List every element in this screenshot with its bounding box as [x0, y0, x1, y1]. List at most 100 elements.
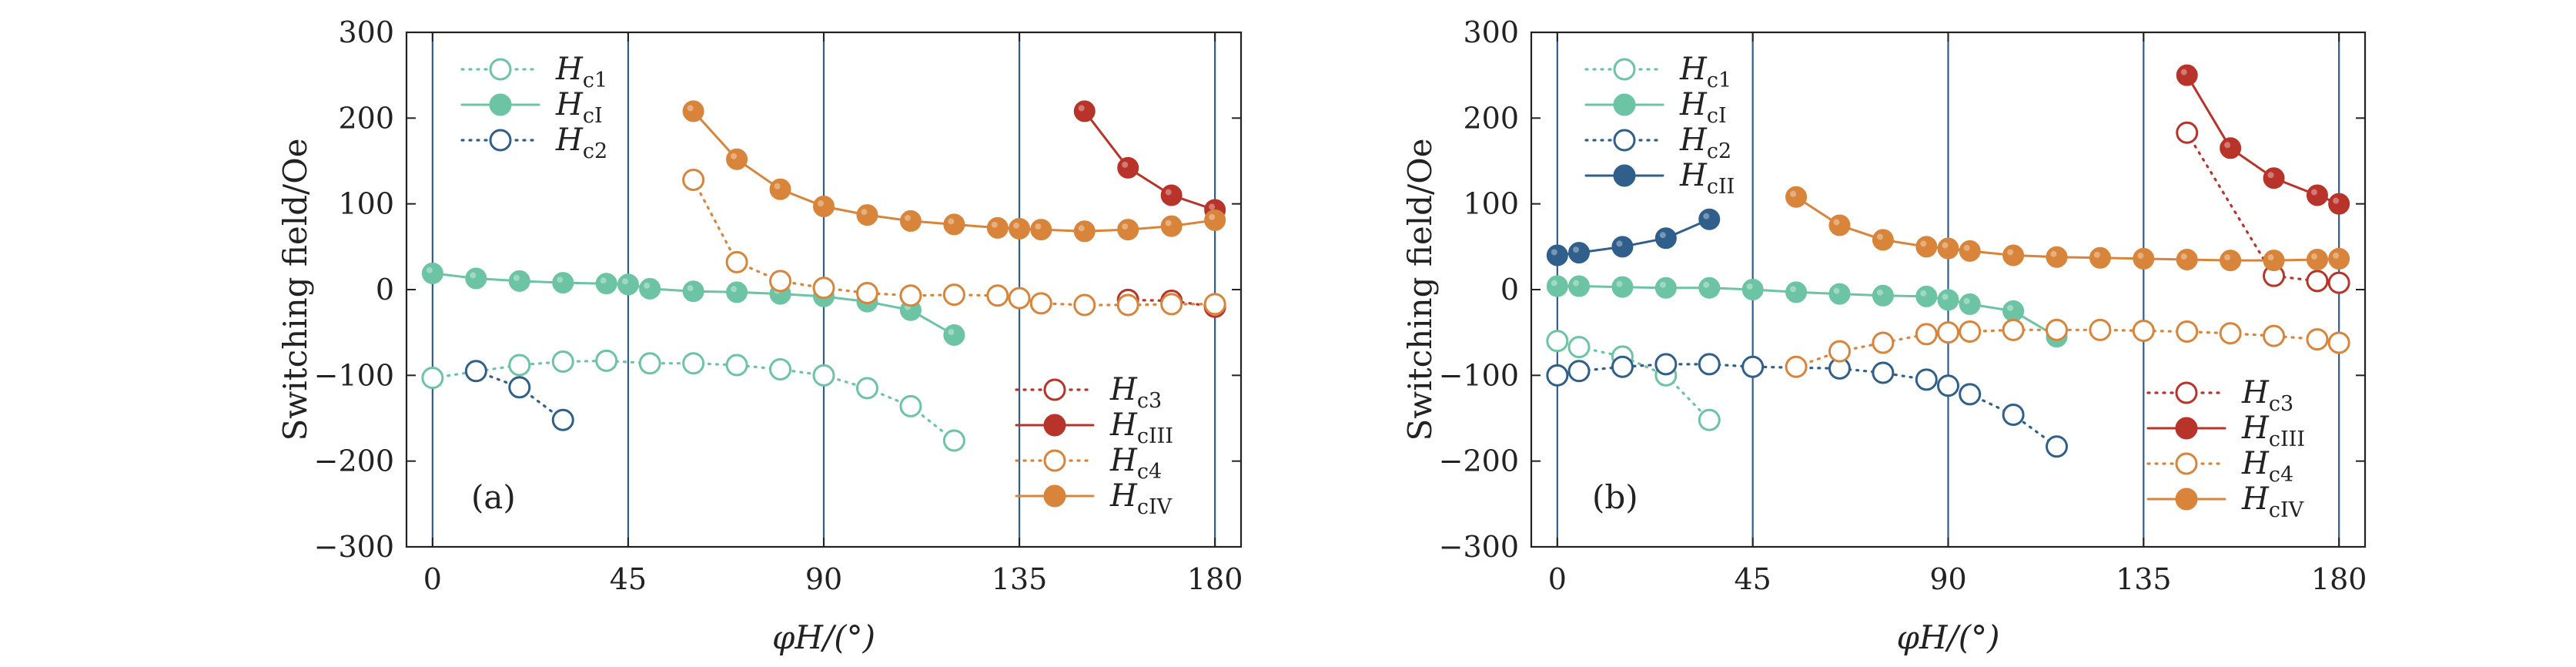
data-point [1654, 353, 1678, 376]
series-Hc4 [682, 168, 1226, 317]
data-point-highlight [687, 285, 694, 292]
data-point [551, 350, 574, 374]
series-line-Hc2 [1556, 363, 2059, 448]
data-point [2328, 247, 2350, 270]
data-point-highlight [1876, 233, 1883, 240]
series-line-Hc3 [1126, 298, 1216, 308]
legend-marker-Hc4 [2175, 452, 2198, 475]
y-tick-label: 300 [338, 15, 394, 49]
data-point-highlight [818, 200, 824, 207]
legend-label-HcI: HcI [1679, 87, 1727, 128]
legend-marker-Hc2 [1613, 129, 1636, 152]
legend-label-subscript: cIV [2269, 498, 2304, 522]
legend-marker-Hc1 [1613, 58, 1636, 81]
data-point [2263, 324, 2286, 347]
legend-label-subscript: c1 [1707, 69, 1731, 92]
data-point [1546, 275, 1568, 297]
legend-label-Hc1: Hc1 [555, 52, 607, 92]
series-HcIII [1073, 100, 1226, 221]
y-tick-label: −300 [314, 530, 394, 564]
data-point-highlight [948, 218, 955, 225]
data-point [725, 250, 748, 273]
legend-label-HcII: HcII [1679, 158, 1735, 199]
x-tick-label: 0 [1548, 562, 1567, 596]
data-point-highlight [1035, 223, 1042, 230]
data-point [769, 178, 791, 200]
series-Hc2 [464, 360, 574, 431]
data-point-highlight [904, 214, 911, 221]
data-point-highlight [2267, 172, 2274, 179]
data-point [1915, 236, 1938, 258]
legend-marker-Hc4 [1043, 449, 1066, 472]
data-point [899, 284, 922, 307]
data-point-highlight [731, 286, 738, 293]
legend-label-subscript: c2 [583, 139, 607, 163]
legend-label-Hc2: Hc2 [555, 122, 607, 163]
data-point-highlight [1833, 219, 1840, 226]
legend-label-Hc2: Hc2 [1679, 122, 1731, 163]
data-point-highlight [948, 329, 955, 336]
data-point [1698, 208, 1721, 230]
series-HcIII [2176, 64, 2350, 215]
x-tick-label: 45 [610, 562, 647, 596]
data-point-highlight [513, 274, 520, 281]
data-point [1073, 220, 1096, 243]
data-point [1937, 237, 1959, 260]
y-tick-label: 100 [338, 187, 394, 221]
series-Hc1 [421, 349, 965, 452]
data-point [1872, 284, 1894, 307]
data-point-highlight [2333, 252, 2340, 259]
data-point [1959, 320, 1982, 344]
data-point [1698, 277, 1721, 299]
legend-marker-HcIV [1043, 484, 1066, 508]
data-point-highlight [1703, 213, 1710, 220]
data-point-highlight [2137, 252, 2144, 259]
data-point [595, 273, 617, 295]
data-point [1568, 242, 1591, 264]
legend-marker-HcI [1613, 93, 1636, 116]
data-point [769, 270, 792, 293]
legend-label-base: H [2241, 481, 2270, 517]
data-point-highlight [621, 278, 628, 285]
legend-label-subscript: cII [1707, 175, 1735, 199]
legend-marker-HcIV [2175, 488, 2198, 511]
data-point [638, 352, 661, 375]
data-point [465, 267, 487, 290]
data-point [2089, 318, 2112, 341]
series-HcI [421, 262, 965, 347]
legend-marker-Hc3 [1043, 378, 1066, 401]
data-point [595, 349, 618, 372]
data-point [2220, 137, 2242, 159]
data-point [2306, 249, 2328, 271]
data-point [1160, 293, 1183, 316]
data-point [943, 213, 965, 236]
legend-label-base: H [555, 52, 584, 87]
y-axis-label: Switching field/Oe [1401, 139, 1439, 441]
data-point [1611, 355, 1634, 378]
legend-label-Hc3: Hc3 [2241, 375, 2293, 416]
data-point [2089, 246, 2111, 269]
data-point [2176, 320, 2199, 344]
x-tick-label: 135 [2116, 562, 2172, 596]
data-point-highlight [861, 209, 868, 216]
data-point-highlight [1876, 289, 1883, 296]
y-tick-label: 200 [338, 101, 394, 135]
data-point-highlight [1746, 283, 1753, 290]
legend-label-base: H [1679, 158, 1708, 193]
series-line-HcIII [1083, 109, 1216, 211]
data-point-highlight [2050, 250, 2057, 257]
legend-label-Hc4: Hc4 [2241, 446, 2293, 487]
legend-label-base: H [1679, 52, 1708, 87]
y-tick-label: −100 [1439, 358, 1519, 392]
x-tick-label: 180 [2311, 562, 2367, 596]
y-tick-label: 200 [1463, 101, 1519, 135]
data-point [1160, 184, 1183, 206]
data-point [2046, 435, 2069, 458]
data-point [1546, 244, 1568, 266]
data-point [1568, 275, 1591, 297]
data-point-highlight [644, 282, 651, 289]
data-point-highlight [1920, 240, 1927, 247]
data-point [942, 283, 965, 307]
